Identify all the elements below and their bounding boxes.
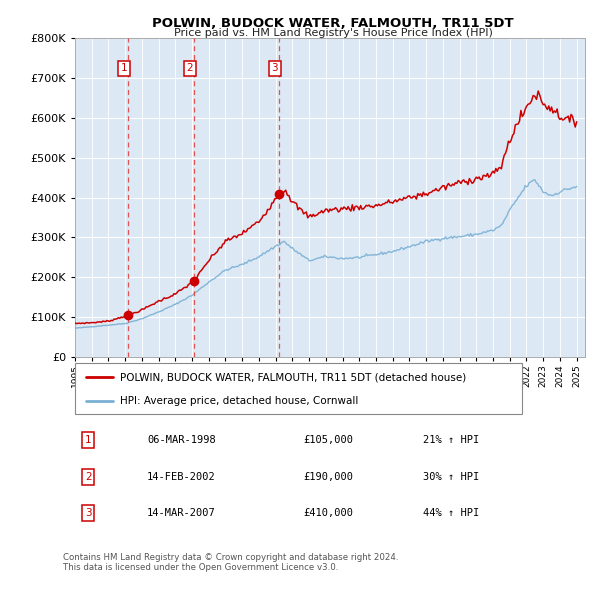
Text: 14-MAR-2007: 14-MAR-2007 <box>147 509 216 518</box>
Text: HPI: Average price, detached house, Cornwall: HPI: Average price, detached house, Corn… <box>120 396 358 407</box>
Text: 3: 3 <box>272 63 278 73</box>
Text: £105,000: £105,000 <box>303 435 353 445</box>
Text: Contains HM Land Registry data © Crown copyright and database right 2024.: Contains HM Land Registry data © Crown c… <box>63 553 398 562</box>
Text: 44% ↑ HPI: 44% ↑ HPI <box>423 509 479 518</box>
Text: This data is licensed under the Open Government Licence v3.0.: This data is licensed under the Open Gov… <box>63 563 338 572</box>
Text: £410,000: £410,000 <box>303 509 353 518</box>
Text: 06-MAR-1998: 06-MAR-1998 <box>147 435 216 445</box>
Text: 1: 1 <box>85 435 92 445</box>
Text: 1: 1 <box>121 63 127 73</box>
Text: 14-FEB-2002: 14-FEB-2002 <box>147 472 216 481</box>
Text: Price paid vs. HM Land Registry's House Price Index (HPI): Price paid vs. HM Land Registry's House … <box>173 28 493 38</box>
Text: £190,000: £190,000 <box>303 472 353 481</box>
Text: 30% ↑ HPI: 30% ↑ HPI <box>423 472 479 481</box>
Text: POLWIN, BUDOCK WATER, FALMOUTH, TR11 5DT: POLWIN, BUDOCK WATER, FALMOUTH, TR11 5DT <box>152 17 514 30</box>
Text: 21% ↑ HPI: 21% ↑ HPI <box>423 435 479 445</box>
Text: POLWIN, BUDOCK WATER, FALMOUTH, TR11 5DT (detached house): POLWIN, BUDOCK WATER, FALMOUTH, TR11 5DT… <box>120 372 466 382</box>
Text: 2: 2 <box>85 472 92 481</box>
Text: 2: 2 <box>187 63 193 73</box>
Text: 3: 3 <box>85 509 92 518</box>
